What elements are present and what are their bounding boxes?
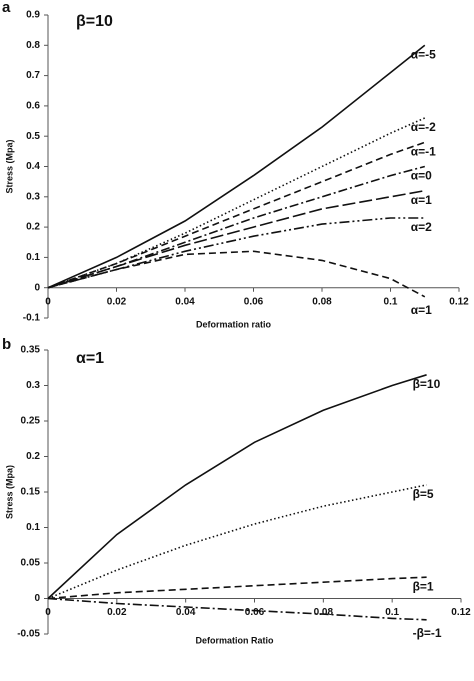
x-tick-label: 0.1 <box>385 607 399 618</box>
y-tick-label: 0.1 <box>26 252 40 263</box>
panel-label: a <box>2 0 11 16</box>
x-tick-label: 0.02 <box>107 607 127 618</box>
y-tick-label: 0.6 <box>26 101 40 112</box>
y-tick-label: 0.25 <box>21 416 41 427</box>
series-label: α=1 <box>411 193 432 207</box>
x-tick-label: 0.08 <box>312 296 332 307</box>
y-tick-label: 0.15 <box>21 487 41 498</box>
y-tick-label: 0.1 <box>26 522 40 533</box>
x-tick-label: 0.06 <box>245 607 265 618</box>
series-label: β=5 <box>413 487 434 501</box>
x-tick-label: 0 <box>45 296 51 307</box>
y-tick-label: 0.3 <box>26 191 40 202</box>
y-axis-title: Stress (Mpa) <box>4 139 14 193</box>
y-axis-title: Stress (Mpa) <box>4 465 14 519</box>
x-tick-label: 0.02 <box>107 296 127 307</box>
series-line <box>47 141 426 289</box>
y-tick-label: -0.1 <box>23 313 41 324</box>
series-line <box>47 44 426 289</box>
series-label: β=1 <box>413 579 434 593</box>
y-tick-label: 0.8 <box>26 40 40 51</box>
y-tick-label: 0.9 <box>26 10 40 21</box>
series-label: α=0 <box>411 169 432 183</box>
series-line <box>47 250 426 298</box>
x-tick-label: 0.08 <box>314 607 334 618</box>
series-label: α=-5 <box>411 47 436 61</box>
series-line <box>47 576 427 600</box>
x-axis-title: Deformation Ratio <box>195 635 274 645</box>
x-tick-label: 0.04 <box>175 296 195 307</box>
chart-title: β=10 <box>76 13 113 30</box>
y-tick-label: 0.7 <box>26 70 40 81</box>
series-line <box>47 189 425 289</box>
x-tick-label: 0.04 <box>176 607 196 618</box>
y-tick-label: 0.4 <box>26 161 40 172</box>
chart-title: α=1 <box>76 350 104 367</box>
y-tick-label: 0 <box>34 593 40 604</box>
x-tick-label: 0.12 <box>449 296 469 307</box>
series-label: α=-2 <box>411 120 436 134</box>
y-tick-label: 0.3 <box>26 380 40 391</box>
series-label: β=10 <box>413 377 441 391</box>
x-tick-label: 0.1 <box>384 296 398 307</box>
x-tick-label: 0 <box>45 607 51 618</box>
series-label: α=2 <box>411 220 432 234</box>
x-tick-label: 0.06 <box>244 296 264 307</box>
series-label: α=-1 <box>411 144 436 158</box>
series-line <box>47 484 427 600</box>
y-tick-label: 0.5 <box>26 131 40 142</box>
x-tick-label: 0.12 <box>451 607 471 618</box>
panel-label: b <box>2 336 11 353</box>
y-tick-label: 0.2 <box>26 451 40 462</box>
y-tick-label: 0.05 <box>21 558 41 569</box>
y-tick-label: 0.2 <box>26 222 40 233</box>
series-line <box>47 597 427 621</box>
y-tick-label: -0.05 <box>17 629 40 640</box>
series-line <box>47 374 427 600</box>
x-axis-title: Deformation ratio <box>196 319 272 329</box>
series-label: -β=-1 <box>413 626 442 640</box>
y-tick-label: 0 <box>34 282 40 293</box>
series-label: α=1 <box>411 303 432 317</box>
y-tick-label: 0.35 <box>21 345 41 356</box>
